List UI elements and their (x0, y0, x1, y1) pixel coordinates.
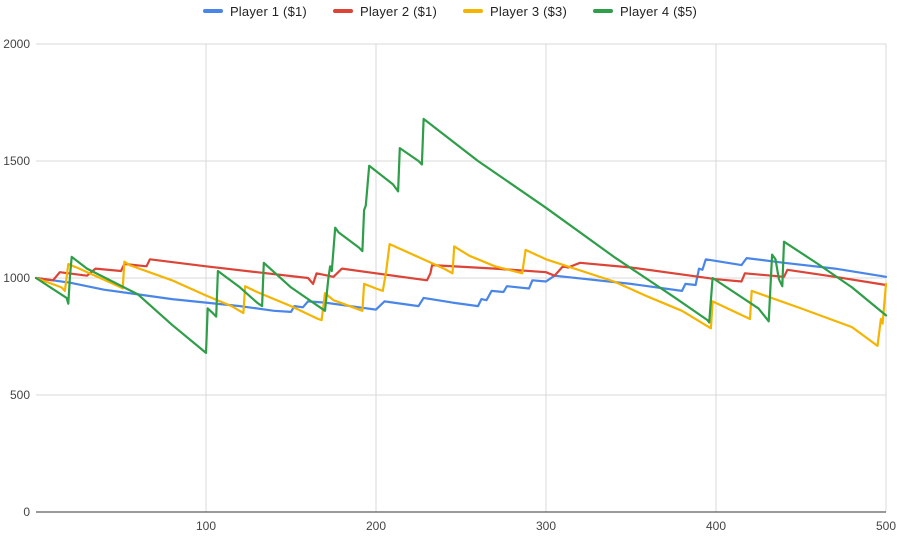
legend-label-player-1: Player 1 ($1) (229, 3, 307, 19)
legend-item-player-2[interactable]: Player 2 ($1) (332, 3, 437, 19)
gridlines (36, 43, 887, 512)
legend-item-player-4[interactable]: Player 4 ($5) (593, 4, 697, 19)
legend-item-player-3[interactable]: Player 3 ($3) (463, 4, 567, 19)
legend-swatch-player-1 (202, 9, 223, 13)
legend-label-player-3: Player 3 ($3) (490, 3, 568, 19)
legend-swatch-player-4 (593, 9, 614, 13)
x-tick-label: 400 (706, 519, 726, 533)
legend-label-player-2: Player 2 ($1) (359, 3, 437, 19)
series-line-player-1 (34, 257, 888, 313)
legend-item-player-1[interactable]: Player 1 ($1) (202, 3, 307, 19)
legend-label-player-4: Player 4 ($5) (620, 3, 698, 19)
series-line-player-2 (34, 258, 888, 287)
y-tick-label: 2000 (3, 37, 30, 51)
legend-swatch-player-2 (332, 9, 353, 13)
y-tick-label: 500 (10, 388, 30, 402)
y-tick-label: 1000 (3, 271, 30, 285)
legend-swatch-player-3 (463, 9, 483, 13)
series-lines (34, 117, 888, 354)
x-tick-label: 200 (366, 519, 386, 533)
series-line-player-3 (34, 243, 888, 347)
x-tick-label: 500 (876, 519, 896, 533)
y-tick-label: 1500 (3, 154, 30, 168)
x-tick-label: 300 (536, 519, 556, 533)
axes: 0 500 1000 1500 2000 100 200 300 400 500 (3, 37, 896, 533)
series-line-player-4 (34, 117, 888, 354)
legend: Player 1 ($1) Player 2 ($1) Player 3 ($3… (0, 2, 900, 20)
x-tick-label: 100 (196, 519, 216, 533)
y-tick-label: 0 (23, 505, 30, 519)
